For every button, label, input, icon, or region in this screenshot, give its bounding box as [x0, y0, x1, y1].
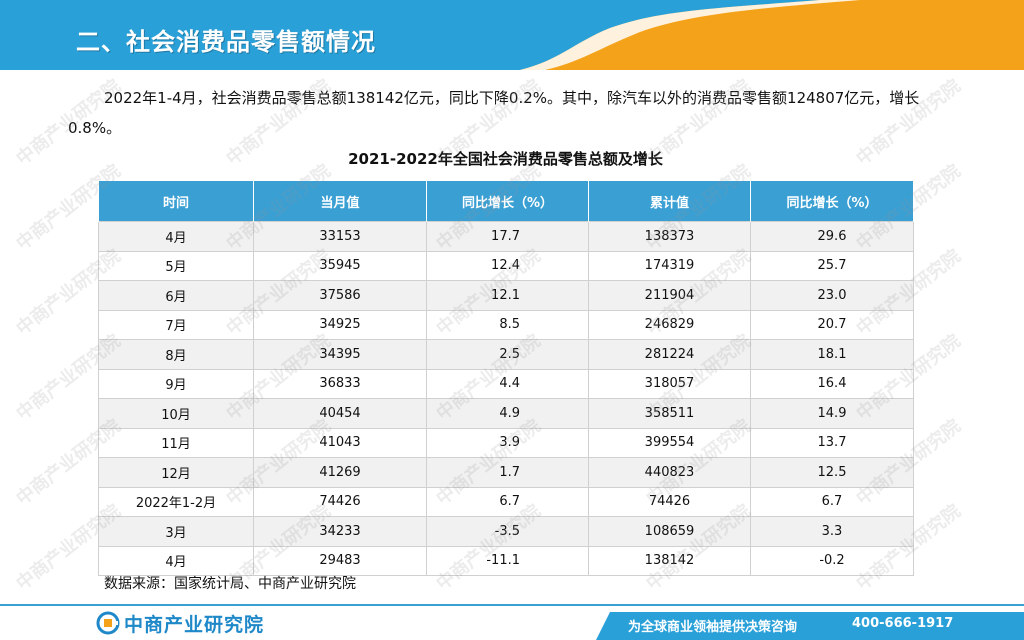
- cell-yoy-cumulative: 20.7: [750, 309, 914, 340]
- banner-background: [0, 0, 1024, 70]
- table-row: 5月 35945 12.4 174319 25.7: [98, 250, 914, 281]
- cell-cumulative-value: 246829: [588, 309, 751, 340]
- table-header-row: 时间 当月值 同比增长（%） 累计值 同比增长（%）: [98, 181, 914, 222]
- cell-time: 2022年1-2月: [98, 486, 254, 517]
- retail-sales-table: 时间 当月值 同比增长（%） 累计值 同比增长（%） 4月 33153 17.7 13…: [98, 181, 914, 576]
- cell-yoy-monthly: -3.5: [426, 516, 589, 547]
- cell-yoy-monthly: 4.9: [426, 398, 589, 429]
- company-logo: 中商产业研究院: [96, 611, 265, 636]
- cell-cumulative-value: 211904: [588, 280, 751, 311]
- cell-yoy-monthly: 17.7: [426, 221, 589, 252]
- table-row: 10月 40454 4.9 358511 14.9: [98, 398, 914, 429]
- cell-yoy-cumulative: 12.5: [750, 457, 914, 488]
- cell-time: 3月: [98, 516, 254, 547]
- cell-yoy-monthly: 12.4: [426, 250, 589, 281]
- cell-monthly-value: 29483: [253, 545, 427, 576]
- cell-yoy-cumulative: 13.7: [750, 427, 914, 458]
- cell-yoy-monthly: 3.9: [426, 427, 589, 458]
- cell-cumulative-value: 108659: [588, 516, 751, 547]
- cell-time: 7月: [98, 309, 254, 340]
- cell-monthly-value: 33153: [253, 221, 427, 252]
- cell-time: 9月: [98, 368, 254, 399]
- table-row: 9月 36833 4.4 318057 16.4: [98, 368, 914, 399]
- logo-text: 中商产业研究院: [124, 613, 265, 636]
- cell-time: 6月: [98, 280, 254, 311]
- cell-cumulative-value: 399554: [588, 427, 751, 458]
- intro-paragraph: 2022年1-4月，社会消费品零售总额138142亿元，同比下降0.2%。其中，…: [68, 89, 920, 137]
- cell-yoy-cumulative: 16.4: [750, 368, 914, 399]
- cell-yoy-monthly: -11.1: [426, 545, 589, 576]
- cell-yoy-monthly: 2.5: [426, 339, 589, 370]
- cell-time: 4月: [98, 545, 254, 576]
- cell-time: 12月: [98, 457, 254, 488]
- cell-yoy-cumulative: 23.0: [750, 280, 914, 311]
- cell-monthly-value: 41269: [253, 457, 427, 488]
- cell-cumulative-value: 74426: [588, 486, 751, 517]
- cell-yoy-cumulative: 18.1: [750, 339, 914, 370]
- cell-monthly-value: 34395: [253, 339, 427, 370]
- table-row: 6月 37586 12.1 211904 23.0: [98, 280, 914, 311]
- cell-cumulative-value: 440823: [588, 457, 751, 488]
- column-header-yoy-cumulative: 同比增长（%）: [750, 181, 914, 222]
- cell-cumulative-value: 174319: [588, 250, 751, 281]
- cell-monthly-value: 34925: [253, 309, 427, 340]
- table-title: 2021-2022年全国社会消费品零售总额及增长: [348, 150, 663, 168]
- table-row: 2022年1-2月 74426 6.7 74426 6.7: [98, 486, 914, 517]
- cell-yoy-monthly: 1.7: [426, 457, 589, 488]
- cell-monthly-value: 37586: [253, 280, 427, 311]
- column-header-yoy-monthly: 同比增长（%）: [426, 181, 589, 222]
- footer-bar: [596, 612, 1024, 640]
- cell-time: 5月: [98, 250, 254, 281]
- table-row: 11月 41043 3.9 399554 13.7: [98, 427, 914, 458]
- table-row: 4月 29483 -11.1 138142 -0.2: [98, 545, 914, 576]
- footer-slogan: 为全球商业领袖提供决策咨询: [628, 620, 798, 635]
- column-header-monthly: 当月值: [253, 181, 427, 222]
- column-header-cumulative: 累计值: [588, 181, 751, 222]
- column-header-time: 时间: [98, 181, 254, 222]
- cell-cumulative-value: 138142: [588, 545, 751, 576]
- cell-time: 10月: [98, 398, 254, 429]
- cell-monthly-value: 40454: [253, 398, 427, 429]
- cell-yoy-monthly: 4.4: [426, 368, 589, 399]
- table-row: 3月 34233 -3.5 108659 3.3: [98, 516, 914, 547]
- table-row: 7月 34925 8.5 246829 20.7: [98, 309, 914, 340]
- cell-cumulative-value: 138373: [588, 221, 751, 252]
- cell-cumulative-value: 358511: [588, 398, 751, 429]
- cell-time: 8月: [98, 339, 254, 370]
- cell-monthly-value: 36833: [253, 368, 427, 399]
- cell-monthly-value: 35945: [253, 250, 427, 281]
- table-row: 8月 34395 2.5 281224 18.1: [98, 339, 914, 370]
- cell-time: 4月: [98, 221, 254, 252]
- cell-yoy-cumulative: -0.2: [750, 545, 914, 576]
- cell-yoy-cumulative: 3.3: [750, 516, 914, 547]
- cell-cumulative-value: 318057: [588, 368, 751, 399]
- footer-phone: 400-666-1917: [852, 616, 954, 631]
- cell-monthly-value: 34233: [253, 516, 427, 547]
- footer-divider: [0, 604, 1024, 606]
- cell-yoy-cumulative: 29.6: [750, 221, 914, 252]
- logo-icon: [96, 611, 120, 635]
- cell-monthly-value: 74426: [253, 486, 427, 517]
- cell-yoy-monthly: 6.7: [426, 486, 589, 517]
- page-title: 二、社会消费品零售额情况: [76, 28, 376, 56]
- cell-yoy-cumulative: 25.7: [750, 250, 914, 281]
- cell-cumulative-value: 281224: [588, 339, 751, 370]
- table-row: 12月 41269 1.7 440823 12.5: [98, 457, 914, 488]
- table-row: 4月 33153 17.7 138373 29.6: [98, 221, 914, 252]
- cell-yoy-monthly: 12.1: [426, 280, 589, 311]
- cell-monthly-value: 41043: [253, 427, 427, 458]
- cell-time: 11月: [98, 427, 254, 458]
- cell-yoy-cumulative: 14.9: [750, 398, 914, 429]
- cell-yoy-cumulative: 6.7: [750, 486, 914, 517]
- cell-yoy-monthly: 8.5: [426, 309, 589, 340]
- header-banner: 二、社会消费品零售额情况: [0, 0, 1024, 70]
- data-source-note: 数据来源：国家统计局、中商产业研究院: [104, 576, 356, 592]
